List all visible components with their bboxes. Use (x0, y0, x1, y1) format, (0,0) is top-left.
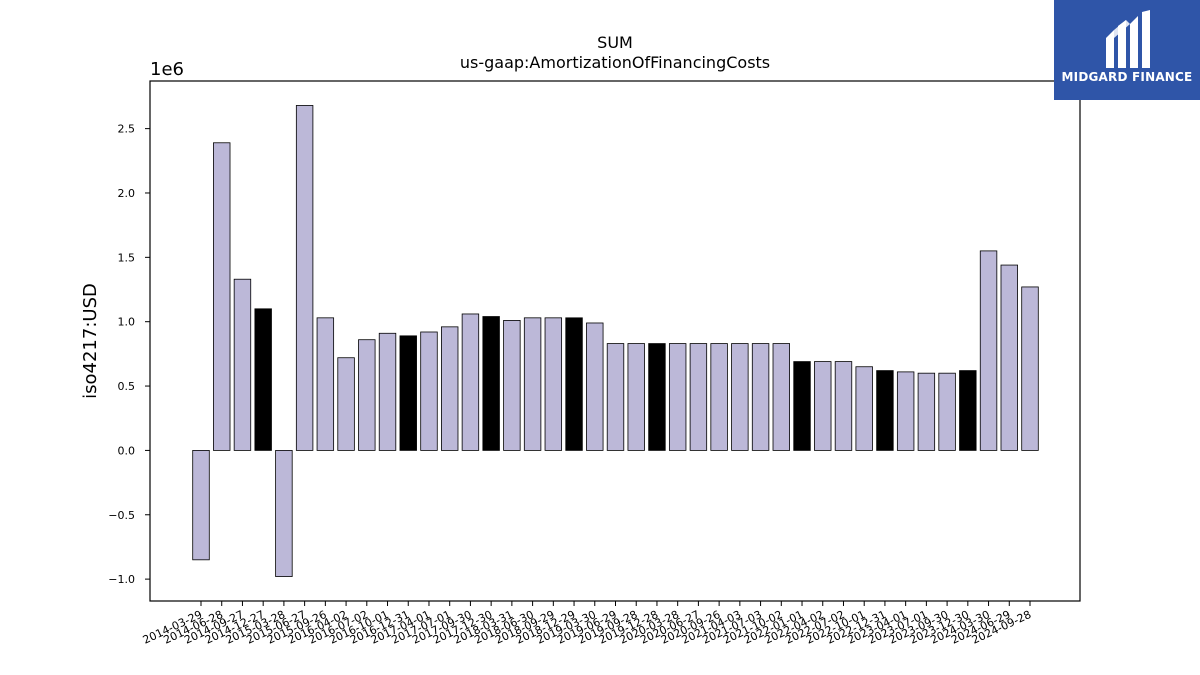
bar-2014-03-29 (192, 450, 210, 561)
bar-2020-03-28 (668, 343, 687, 451)
bar-2022-04-02 (814, 361, 832, 451)
midgard-finance-logo: MIDGARD FINANCE (1054, 0, 1200, 100)
y-tick-label: 0.5 (118, 380, 136, 393)
bar-2015-06-27 (295, 105, 314, 451)
bar-2016-12-31 (399, 335, 417, 451)
bar-2021-07-03 (751, 343, 770, 451)
bar-2016-10-01 (378, 332, 397, 451)
y-tick-label: 2.5 (118, 123, 136, 136)
bar-2023-09-30 (938, 372, 956, 451)
bar-2019-03-30 (586, 322, 604, 451)
bar-2018-12-29 (565, 317, 583, 451)
bar-2018-06-30 (523, 317, 542, 451)
y-axis-ticks: −1.0 −0.5 0.0 0.5 1.0 1.5 2.0 2.5 (108, 123, 150, 586)
bar-2021-04-03 (731, 343, 749, 451)
bar-2015-03-28 (275, 450, 293, 577)
logo-text: MIDGARD FINANCE (1061, 70, 1193, 84)
bar-2024-09-28 (1021, 286, 1039, 451)
midgard-logo-icon (1106, 10, 1150, 68)
y-tick-label: 0.0 (118, 444, 136, 457)
bar-2021-10-02 (772, 343, 790, 451)
bar-2024-03-30 (979, 250, 998, 451)
y-tick-label: 1.0 (118, 316, 136, 329)
bar-2022-01-01 (793, 361, 811, 451)
bar-2014-12-27 (254, 308, 272, 451)
bar-2014-09-27 (233, 278, 252, 451)
y-tick-label: 2.0 (118, 187, 136, 200)
bar-2023-04-01 (896, 371, 915, 451)
bar-2015-09-26 (316, 317, 335, 451)
bar-2017-09-30 (461, 313, 480, 451)
y-axis-label: iso4217:USD (80, 283, 101, 399)
bar-2017-12-30 (482, 316, 500, 451)
bar-2016-04-02 (337, 357, 355, 451)
bars-group (192, 105, 1039, 577)
y-tick-label: 1.5 (118, 251, 136, 264)
bar-2024-06-29 (1000, 264, 1018, 451)
bar-2018-09-29 (544, 317, 563, 451)
chart-subtitle: us-gaap:AmortizationOfFinancingCosts (460, 53, 770, 72)
bar-2019-12-28 (648, 343, 666, 451)
x-axis-ticks: 2014-03-292014-06-282014-09-272014-12-27… (141, 601, 1033, 647)
y-tick-label: −0.5 (108, 509, 135, 522)
y-tick-label: −1.0 (108, 573, 135, 586)
bar-2023-12-30 (959, 370, 977, 451)
bar-2022-10-01 (855, 366, 873, 451)
bar-2014-06-28 (213, 142, 231, 451)
bar-2022-07-02 (834, 361, 853, 451)
bar-2019-06-29 (606, 343, 625, 451)
plot-area-frame (149, 80, 1081, 602)
bar-2023-07-01 (917, 372, 936, 451)
bar-2020-09-26 (710, 343, 728, 451)
bar-2018-03-31 (503, 320, 521, 451)
bar-2017-07-01 (441, 326, 459, 451)
bar-2022-12-31 (876, 370, 894, 451)
bar-2019-09-28 (627, 343, 645, 451)
bar-2016-07-02 (358, 339, 376, 451)
chart-title: SUM (597, 33, 633, 52)
bar-2020-06-27 (689, 343, 708, 451)
bar-2017-04-01 (420, 331, 438, 451)
y-axis-multiplier: 1e6 (150, 59, 184, 80)
